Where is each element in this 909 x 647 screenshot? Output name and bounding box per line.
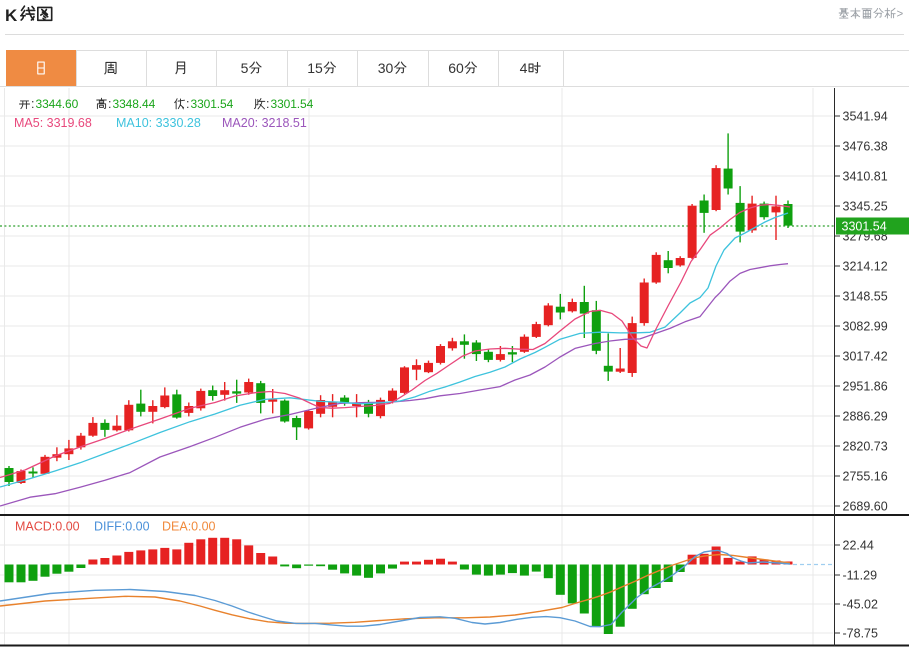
svg-text::: : [31, 97, 34, 111]
svg-text:2755.16: 2755.16 [843, 469, 888, 483]
svg-text:DEA:0.00: DEA:0.00 [162, 520, 216, 534]
svg-text:DIFF:0.00: DIFF:0.00 [94, 520, 150, 534]
svg-text:3148.55: 3148.55 [843, 289, 888, 303]
svg-text:3082.99: 3082.99 [843, 319, 888, 333]
svg-text:MA20: 3218.51: MA20: 3218.51 [222, 116, 307, 130]
svg-text:-11.29: -11.29 [843, 568, 878, 582]
svg-text:3301.54: 3301.54 [271, 97, 314, 111]
svg-text:5: 5 [241, 60, 249, 76]
svg-text:-78.75: -78.75 [843, 626, 878, 640]
svg-text:K: K [5, 6, 18, 25]
svg-text:-45.02: -45.02 [843, 597, 878, 611]
svg-text:2689.60: 2689.60 [843, 499, 888, 513]
svg-text:MA10: 3330.28: MA10: 3330.28 [116, 116, 201, 130]
svg-text::: : [108, 97, 111, 111]
svg-text:22.44: 22.44 [843, 538, 874, 552]
svg-text:2820.73: 2820.73 [843, 439, 888, 453]
svg-text:3017.42: 3017.42 [843, 349, 888, 363]
svg-text:30: 30 [378, 60, 394, 76]
svg-text:15: 15 [307, 60, 323, 76]
svg-text:MA5: 3319.68: MA5: 3319.68 [14, 116, 92, 130]
svg-text:3345.25: 3345.25 [843, 199, 888, 213]
svg-text:3541.94: 3541.94 [843, 109, 888, 123]
svg-text::: : [266, 97, 269, 111]
svg-text:3301.54: 3301.54 [842, 220, 887, 234]
svg-text:3301.54: 3301.54 [191, 97, 234, 111]
svg-text:60: 60 [448, 60, 464, 76]
svg-text:3476.38: 3476.38 [843, 139, 888, 153]
svg-text:>: > [897, 9, 904, 21]
svg-text:2886.29: 2886.29 [843, 409, 888, 423]
svg-text:MACD:0.00: MACD:0.00 [15, 520, 80, 534]
svg-text:3410.81: 3410.81 [843, 169, 888, 183]
svg-text:3344.60: 3344.60 [36, 97, 79, 111]
svg-text::: : [186, 97, 189, 111]
svg-text:3348.44: 3348.44 [113, 97, 156, 111]
svg-text:3214.12: 3214.12 [843, 259, 888, 273]
svg-text:2951.86: 2951.86 [843, 379, 888, 393]
svg-text:4: 4 [520, 60, 528, 76]
